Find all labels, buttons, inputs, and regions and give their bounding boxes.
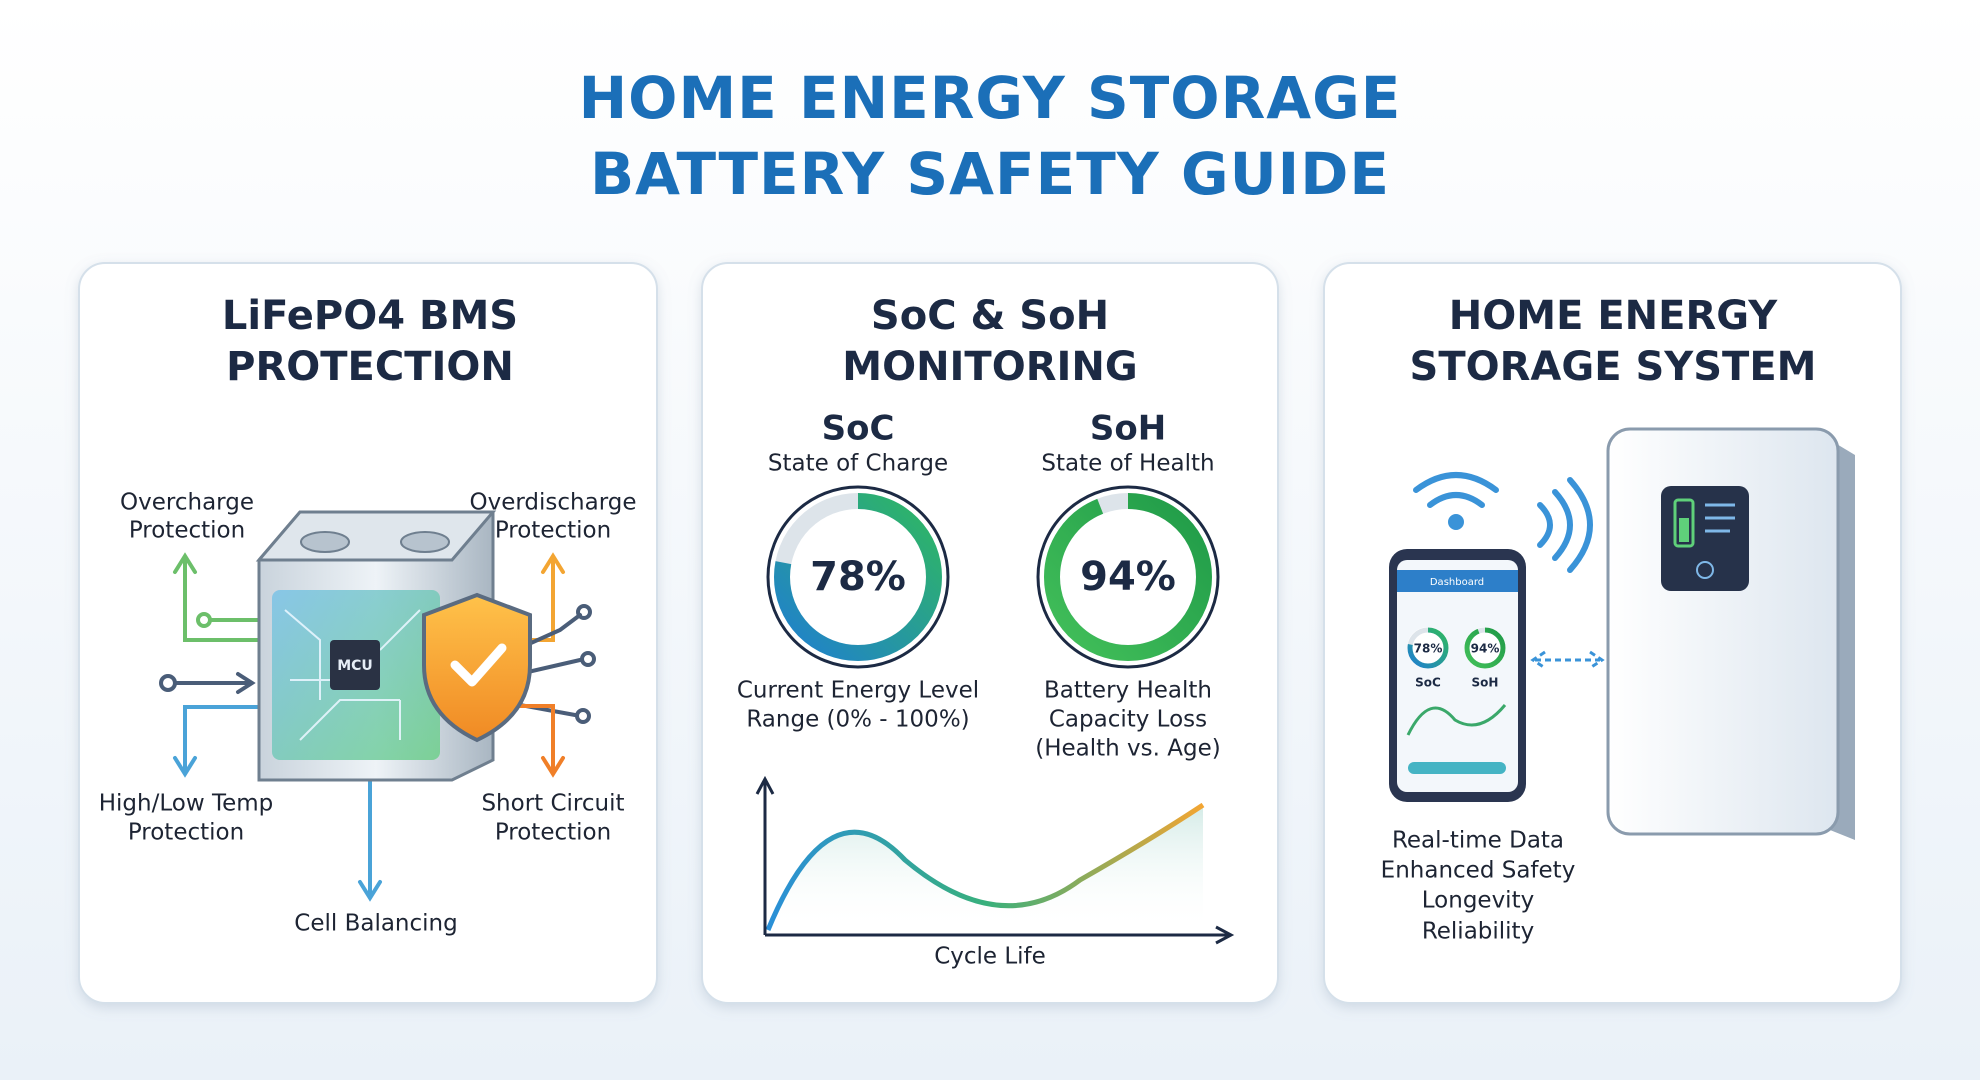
panel-card xyxy=(701,262,1279,1004)
panel-title: STORAGE SYSTEM xyxy=(1410,344,1817,390)
gauge-arc xyxy=(1044,493,1212,661)
main-title-line: BATTERY SAFETY GUIDE xyxy=(590,140,1390,208)
gauge-name: SoH xyxy=(1090,409,1166,449)
gauge-note: (Health vs. Age) xyxy=(1035,736,1220,762)
cycle-chart xyxy=(755,775,1235,945)
gauge-note: Range (0% - 100%) xyxy=(746,707,969,733)
chip-label: MCU xyxy=(337,658,373,674)
mini-gauge-label: 78% xyxy=(1414,642,1443,656)
mini-gauge-name: SoH xyxy=(1472,676,1499,690)
battery-icon: MCU xyxy=(255,510,532,782)
gauge-note: Current Energy Level xyxy=(737,678,979,704)
wall-battery xyxy=(1606,427,1855,840)
gauge-ring xyxy=(1036,485,1220,669)
gauge-subtitle: State of Health xyxy=(1041,451,1214,477)
callout: High/Low Temp xyxy=(99,791,274,817)
gauge-name: SoC xyxy=(822,409,895,449)
mini-gauge-label: 94% xyxy=(1471,642,1500,656)
panel-title: SoC & SoH xyxy=(871,293,1109,339)
benefit: Real-time Data xyxy=(1392,828,1564,854)
callout: Overdischarge xyxy=(469,490,636,516)
callout: Protection xyxy=(129,518,245,544)
panel-monitoring: SoC & SoH MONITORING Cycle Life SoCState… xyxy=(701,262,1279,1004)
app-header: Dashboard xyxy=(1430,577,1484,588)
panel-title: HOME ENERGY xyxy=(1449,293,1778,339)
gauge-label: 78% xyxy=(810,554,906,600)
benefit: Reliability xyxy=(1422,919,1534,945)
callout: Protection xyxy=(495,518,611,544)
link-arrow xyxy=(1530,650,1605,670)
gauge-arc xyxy=(774,493,942,661)
main-title-line: HOME ENERGY STORAGE xyxy=(579,64,1402,132)
callout: Short Circuit xyxy=(481,791,624,817)
panel-title: MONITORING xyxy=(842,344,1137,390)
gauge-arc xyxy=(1407,627,1449,669)
gauge-ring xyxy=(766,485,950,669)
callout: Protection xyxy=(128,820,244,846)
callout: Protection xyxy=(495,820,611,846)
benefit: Longevity xyxy=(1422,888,1534,914)
gauge-arc xyxy=(1464,627,1506,669)
gauge-note: Battery Health xyxy=(1044,678,1212,704)
callout: Cell Balancing xyxy=(294,911,457,937)
panel-title: PROTECTION xyxy=(226,344,514,390)
mini-gauge-bg xyxy=(1407,627,1449,669)
panel-bms: LiFePO4 BMS PROTECTION MCU xyxy=(78,262,658,1004)
phone: Dashboard 78% SoC 94% SoH xyxy=(1389,549,1526,802)
bms-arrows xyxy=(159,552,596,902)
mini-gauge-name: SoC xyxy=(1415,676,1441,690)
panel-system: HOME ENERGY STORAGE SYSTEM Dashboard 78%… xyxy=(1323,262,1902,1004)
panel-title: LiFePO4 BMS xyxy=(222,293,518,339)
gauge-subtitle: State of Charge xyxy=(768,451,948,477)
callout: Overcharge xyxy=(120,490,254,516)
benefit: Enhanced Safety xyxy=(1381,858,1576,884)
axis-label: Cycle Life xyxy=(934,944,1046,970)
wifi-icon xyxy=(1413,472,1593,573)
gauge-label: 94% xyxy=(1080,554,1176,600)
mini-gauge-bg xyxy=(1464,627,1506,669)
gauge-note: Capacity Loss xyxy=(1049,707,1207,733)
